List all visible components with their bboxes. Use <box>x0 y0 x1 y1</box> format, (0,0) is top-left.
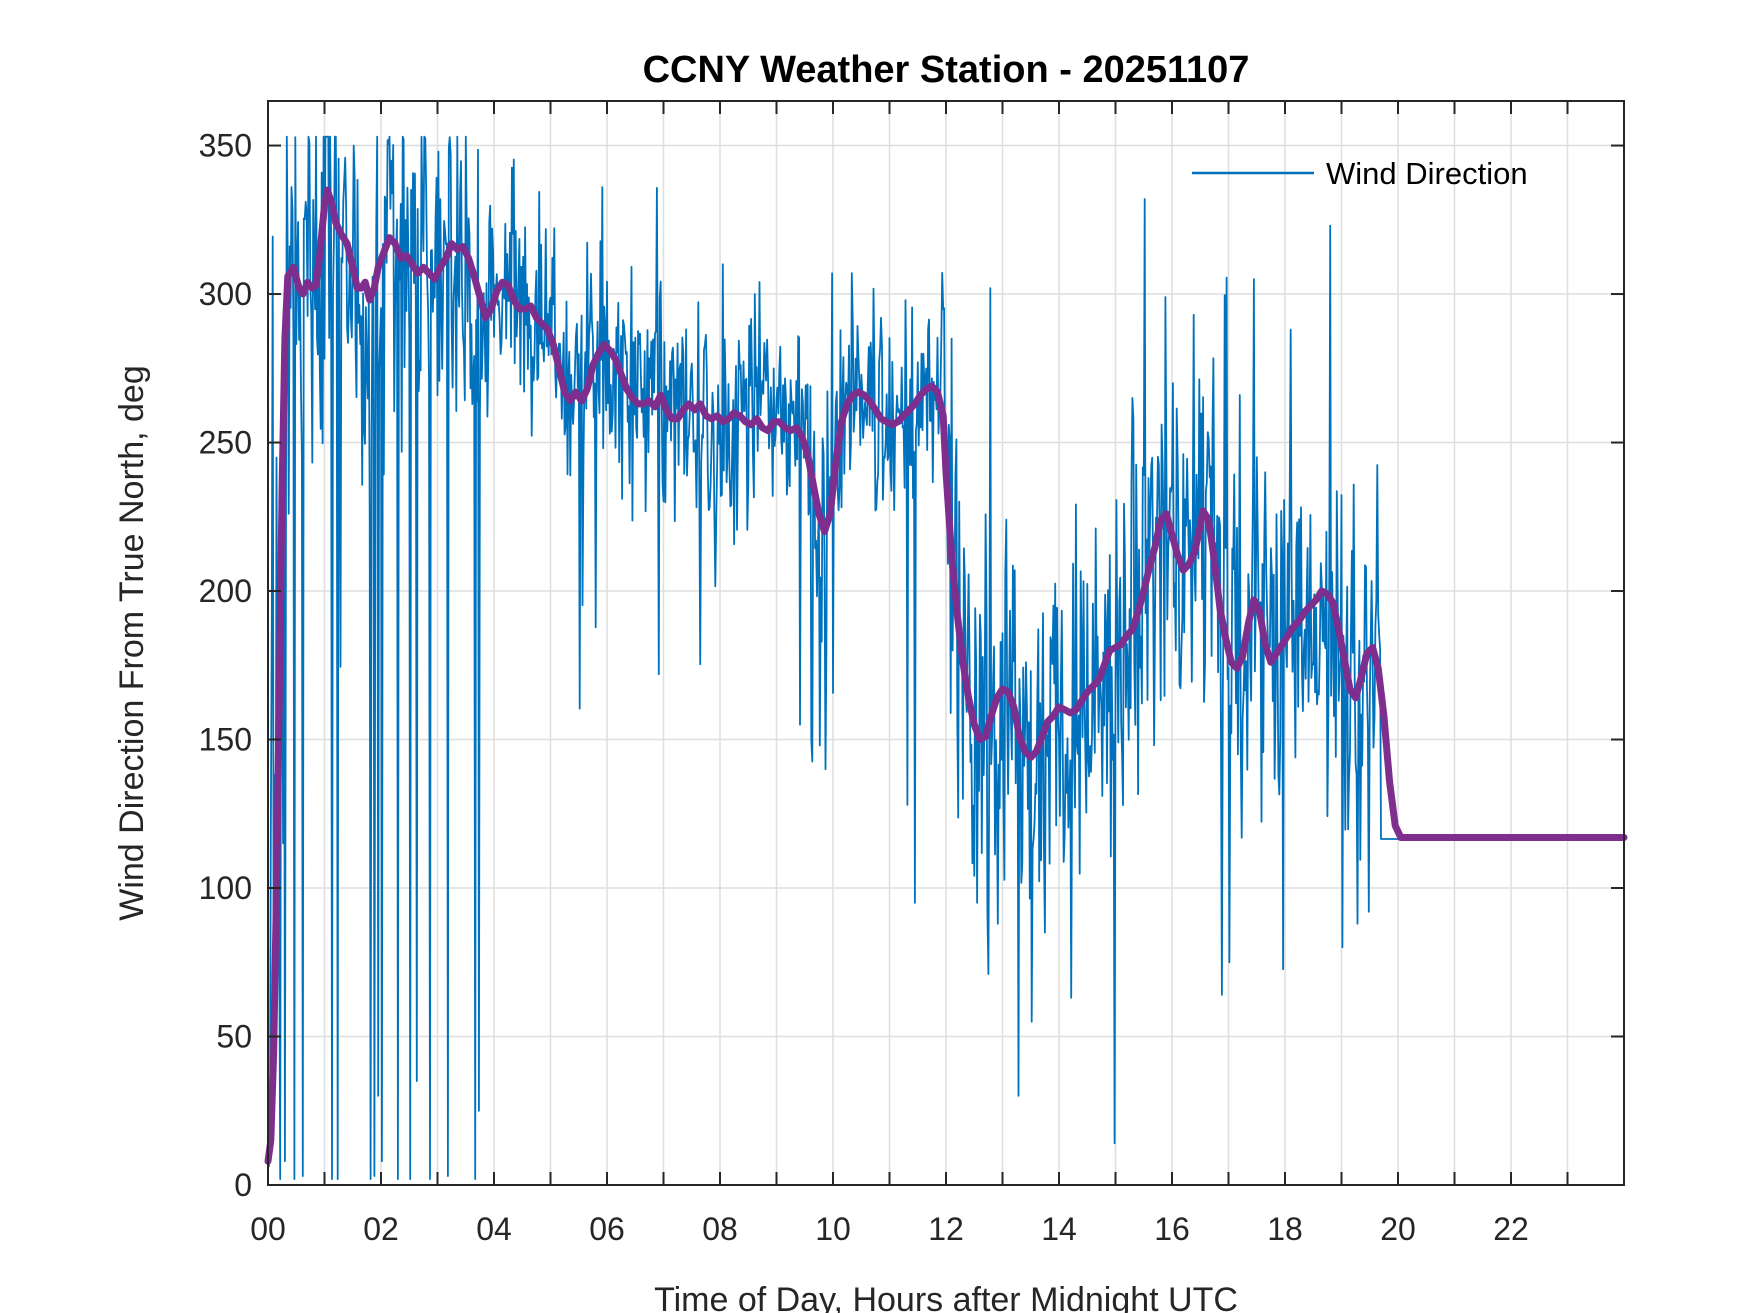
y-tick-label: 150 <box>199 722 252 758</box>
x-tick-label: 20 <box>1380 1211 1416 1247</box>
x-tick-label: 16 <box>1154 1211 1190 1247</box>
x-tick-label: 00 <box>250 1211 286 1247</box>
tick-labels: 00 02 04 06 08 10 12 14 16 18 20 22 0 50 100 150 200 250 3… <box>199 128 1529 1247</box>
y-tick-label: 350 <box>199 128 252 164</box>
y-axis-label: Wind Direction From True North, deg <box>113 365 151 921</box>
legend: Wind Direction <box>1192 156 1528 191</box>
chart-title: CCNY Weather Station - 20251107 <box>643 49 1250 91</box>
x-tick-label: 04 <box>476 1211 512 1247</box>
x-tick-label: 02 <box>363 1211 399 1247</box>
y-tick-label: 250 <box>199 425 252 461</box>
y-tick-label: 100 <box>199 870 252 906</box>
x-tick-label: 14 <box>1041 1211 1077 1247</box>
series-layer <box>264 135 1628 1180</box>
x-tick-label: 18 <box>1267 1211 1303 1247</box>
wind-direction-chart: 00 02 04 06 08 10 12 14 16 18 20 22 0 50 100 150 200 250 3… <box>40 16 1750 1313</box>
axis-ticks <box>267 101 1625 1186</box>
x-tick-label: 12 <box>928 1211 964 1247</box>
x-tick-label: 22 <box>1493 1211 1529 1247</box>
chart-canvas: 00 02 04 06 08 10 12 14 16 18 20 22 0 50 100 150 200 250 3… <box>113 49 1628 1313</box>
x-tick-label: 08 <box>702 1211 738 1247</box>
x-axis-label: Time of Day, Hours after Midnight UTC <box>654 1281 1238 1313</box>
y-tick-label: 50 <box>216 1019 252 1055</box>
smoothed-wind-direction-series <box>264 186 1628 1165</box>
y-tick-label: 0 <box>234 1167 252 1203</box>
x-tick-label: 10 <box>815 1211 851 1247</box>
x-tick-label: 06 <box>589 1211 625 1247</box>
legend-label: Wind Direction <box>1326 156 1528 191</box>
y-tick-label: 200 <box>199 573 252 609</box>
y-tick-label: 300 <box>199 276 252 312</box>
